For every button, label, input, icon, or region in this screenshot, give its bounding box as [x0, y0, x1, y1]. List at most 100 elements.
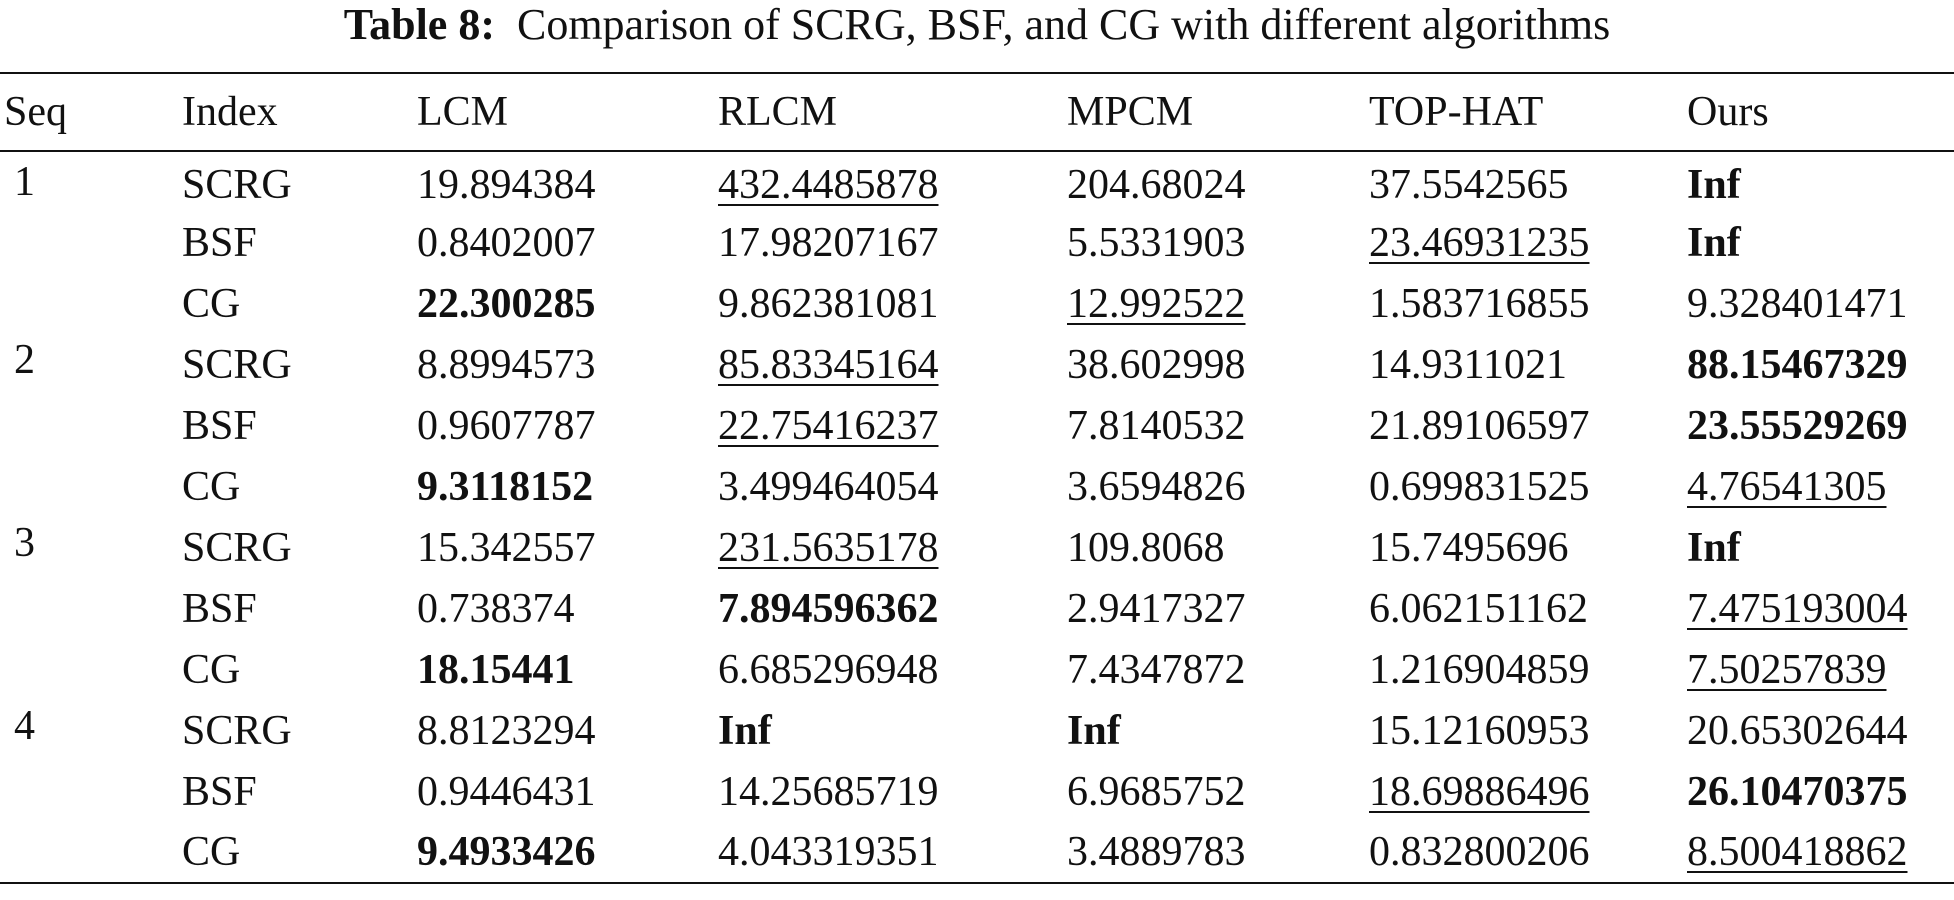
column-header-mpcm: MPCM: [1067, 89, 1194, 135]
value-text: 26.10470375: [1687, 768, 1908, 815]
value-text: 7.894596362: [718, 585, 939, 632]
value-cell: 0.738374: [413, 578, 714, 639]
value-cell: Inf: [1683, 517, 1954, 578]
value-cell: 1.583716855: [1365, 273, 1683, 334]
table-row: CG 9.4933426 4.043319351 3.4889783 0.8328002…: [0, 822, 1954, 883]
value-cell: 0.9607787: [413, 395, 714, 456]
value-cell: 85.83345164: [714, 334, 1063, 395]
value-text: 1.583716855: [1369, 280, 1590, 327]
value-cell: 9.328401471: [1683, 273, 1954, 334]
value-cell: 6.685296948: [714, 639, 1063, 700]
value-text: 231.5635178: [718, 524, 939, 571]
table-body: 1 SCRG 19.894384 432.4485878 204.68024 37.554…: [0, 151, 1954, 883]
value-cell: Inf: [1063, 700, 1365, 761]
value-text: 22.75416237: [718, 402, 939, 449]
value-cell: 7.8140532: [1063, 395, 1365, 456]
value-cell: 3.499464054: [714, 456, 1063, 517]
value-cell: 19.894384: [413, 151, 714, 212]
value-text: 7.50257839: [1687, 646, 1887, 693]
value-cell: 8.500418862: [1683, 822, 1954, 883]
index-cell: SCRG: [182, 707, 292, 754]
value-text: 7.8140532: [1067, 402, 1246, 449]
value-cell: 22.75416237: [714, 395, 1063, 456]
value-cell: 9.862381081: [714, 273, 1063, 334]
column-header-top-hat: TOP-HAT: [1369, 89, 1544, 135]
seq-cell: 2: [14, 337, 35, 383]
table-row: 1 SCRG 19.894384 432.4485878 204.68024 37.554…: [0, 151, 1954, 212]
value-text: 0.9607787: [417, 402, 596, 449]
table-row: CG 22.300285 9.862381081 12.992522 1.5837168…: [0, 273, 1954, 334]
value-text: 17.98207167: [718, 219, 939, 266]
value-cell: 4.043319351: [714, 822, 1063, 883]
value-text: 38.602998: [1067, 341, 1246, 388]
value-text: 8.500418862: [1687, 829, 1908, 875]
value-cell: 5.5331903: [1063, 212, 1365, 273]
value-cell: Inf: [1683, 212, 1954, 273]
column-header-seq: Seq: [4, 89, 67, 135]
value-cell: 9.4933426: [413, 822, 714, 883]
value-text: 23.46931235: [1369, 219, 1590, 266]
value-cell: 15.12160953: [1365, 700, 1683, 761]
table-row: 4 SCRG 8.8123294 Inf Inf 15.12160953 20.653026…: [0, 700, 1954, 761]
value-text: 21.89106597: [1369, 402, 1590, 449]
value-cell: 18.69886496: [1365, 761, 1683, 822]
value-text: 204.68024: [1067, 162, 1246, 208]
value-cell: 3.6594826: [1063, 456, 1365, 517]
value-text: 9.3118152: [417, 463, 594, 510]
value-text: Inf: [1687, 524, 1741, 571]
value-cell: 23.55529269: [1683, 395, 1954, 456]
value-text: 0.832800206: [1369, 829, 1590, 875]
seq-cell: 1: [14, 159, 35, 205]
seq-cell: 4: [14, 703, 35, 749]
value-text: 9.328401471: [1687, 280, 1908, 327]
index-cell: BSF: [182, 402, 257, 449]
value-cell: 4.76541305: [1683, 456, 1954, 517]
value-text: 3.4889783: [1067, 829, 1246, 875]
value-text: 15.7495696: [1369, 524, 1569, 571]
table-row: BSF 0.9607787 22.75416237 7.8140532 21.89106…: [0, 395, 1954, 456]
column-header-index: Index: [182, 89, 278, 135]
value-text: 432.4485878: [718, 162, 939, 208]
value-cell: 14.9311021: [1365, 334, 1683, 395]
value-text: 7.4347872: [1067, 646, 1246, 693]
value-text: 18.69886496: [1369, 768, 1590, 815]
value-cell: 7.4347872: [1063, 639, 1365, 700]
value-cell: 6.062151162: [1365, 578, 1683, 639]
table-row: BSF 0.9446431 14.25685719 6.9685752 18.69886…: [0, 761, 1954, 822]
header-row: Seq Index LCM RLCM MPCM TOP-HAT Ours: [0, 73, 1954, 151]
value-cell: 6.9685752: [1063, 761, 1365, 822]
value-cell: 231.5635178: [714, 517, 1063, 578]
value-cell: 204.68024: [1063, 151, 1365, 212]
index-cell: BSF: [182, 585, 257, 632]
value-text: 4.76541305: [1687, 463, 1887, 510]
value-cell: 0.8402007: [413, 212, 714, 273]
value-text: 109.8068: [1067, 524, 1225, 571]
value-cell: 7.894596362: [714, 578, 1063, 639]
value-cell: 15.342557: [413, 517, 714, 578]
value-text: 6.685296948: [718, 646, 939, 693]
table-row: 2 SCRG 8.8994573 85.83345164 38.602998 14.931…: [0, 334, 1954, 395]
index-cell: CG: [182, 280, 241, 327]
value-cell: 17.98207167: [714, 212, 1063, 273]
value-text: Inf: [1687, 219, 1741, 266]
value-text: 15.342557: [417, 524, 596, 571]
value-text: 0.738374: [417, 585, 575, 632]
value-text: 22.300285: [417, 280, 596, 327]
value-cell: 26.10470375: [1683, 761, 1954, 822]
value-text: 6.062151162: [1369, 585, 1588, 632]
value-cell: 0.699831525: [1365, 456, 1683, 517]
value-cell: 8.8994573: [413, 334, 714, 395]
value-text: 8.8123294: [417, 707, 596, 754]
value-cell: 15.7495696: [1365, 517, 1683, 578]
comparison-table: Seq Index LCM RLCM MPCM TOP-HAT Ours 1 SC…: [0, 72, 1954, 884]
value-cell: 23.46931235: [1365, 212, 1683, 273]
index-cell: CG: [182, 463, 241, 510]
value-cell: 2.9417327: [1063, 578, 1365, 639]
column-header-lcm: LCM: [417, 89, 509, 135]
value-cell: 20.65302644: [1683, 700, 1954, 761]
value-text: 37.5542565: [1369, 162, 1569, 208]
value-cell: 9.3118152: [413, 456, 714, 517]
index-cell: CG: [182, 829, 241, 875]
value-text: 7.475193004: [1687, 585, 1908, 632]
table-row: CG 18.15441 6.685296948 7.4347872 1.21690485…: [0, 639, 1954, 700]
